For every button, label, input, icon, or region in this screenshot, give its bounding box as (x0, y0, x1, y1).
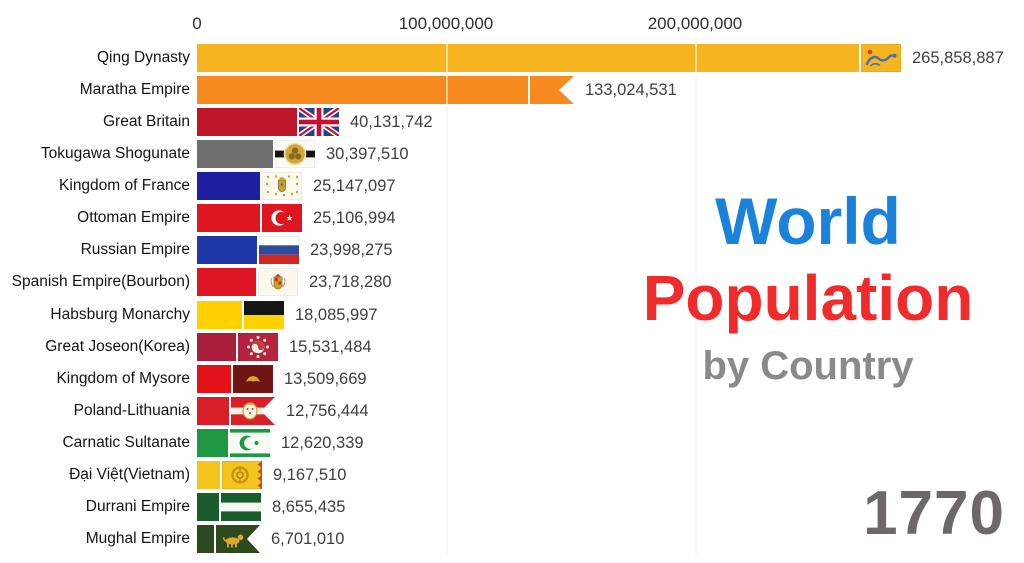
chart-title: World Population by Country (592, 182, 1024, 392)
bar-row: Đại Việt(Vietnam) 9,167,510 (0, 460, 1024, 489)
country-label: Great Britain (102, 113, 190, 131)
title-by-country: by Country (702, 344, 914, 388)
population-value-label: 23,718,280 (309, 273, 392, 292)
axis-tick-label: 200,000,000 (647, 14, 743, 33)
country-label: Maratha Empire (79, 81, 190, 99)
tokugawa-mon-flag-icon (275, 140, 315, 169)
title-word-world: World (715, 184, 901, 258)
population-bar (197, 140, 273, 169)
country-label: Mughal Empire (85, 530, 190, 548)
population-bar (197, 364, 231, 393)
bar-row: Ottoman Empire 25,106,994 (0, 204, 1024, 233)
country-label: Durrani Empire (85, 497, 190, 515)
population-bar (197, 300, 242, 329)
bar-row: Durrani Empire 8,655,435 (0, 492, 1024, 521)
bar-row: Carnatic Sultanate 12,620,339 (0, 428, 1024, 457)
bar-row: Maratha Empire 133,024,531 (0, 76, 1024, 105)
population-value-label: 15,531,484 (289, 337, 372, 356)
population-bar (197, 236, 257, 265)
population-value-label: 9,167,510 (273, 465, 347, 484)
carnatic-crescent-flag-icon (230, 428, 270, 457)
population-value-label: 12,620,339 (281, 433, 364, 452)
bar-row: Spanish Empire(Bourbon) 23,718,280 (0, 268, 1024, 297)
ottoman-crescent-flag-icon (262, 204, 302, 233)
bar-row: Kingdom of Mysore 13,509,669 (0, 364, 1024, 393)
population-bar (197, 332, 236, 361)
population-bar (197, 204, 260, 233)
population-bar (197, 268, 256, 297)
country-label: Ottoman Empire (77, 209, 190, 227)
joseon-emblem-flag-icon (238, 332, 278, 361)
country-label: Kingdom of Mysore (56, 369, 190, 387)
france-royal-flag-icon (262, 172, 302, 201)
year-label: 1770 (863, 479, 1005, 548)
population-value-label: 6,701,010 (271, 530, 345, 549)
population-bar (197, 44, 859, 72)
russia-tricolor-flag-icon (259, 236, 299, 265)
population-value-label: 25,106,994 (313, 209, 396, 228)
spain-bourbon-flag-icon (258, 268, 298, 297)
population-bar (197, 492, 219, 521)
bar-row: Habsburg Monarchy 18,085,997 (0, 300, 1024, 329)
country-label: Tokugawa Shogunate (40, 145, 190, 163)
country-label: Kingdom of France (59, 177, 190, 195)
bar-row: Tokugawa Shogunate 30,397,510 (0, 140, 1024, 169)
population-value-label: 30,397,510 (326, 145, 409, 164)
population-value-label: 133,024,531 (585, 81, 677, 100)
population-bar (197, 460, 220, 489)
population-bar (197, 396, 229, 425)
country-label: Đại Việt(Vietnam) (69, 465, 190, 483)
population-bar (197, 76, 528, 105)
bar-row: Russian Empire 23,998,275 (0, 236, 1024, 265)
mughal-lion-flag-icon (216, 525, 260, 554)
bar-row: Kingdom of France 25,147,097 (0, 172, 1024, 201)
population-value-label: 40,131,742 (350, 113, 433, 132)
bar-row: Great Britain 40,131,742 (0, 108, 1024, 137)
country-label: Great Joseon(Korea) (45, 337, 190, 355)
mysore-emblem-flag-icon (233, 364, 273, 393)
qing-dragon-flag-icon (861, 44, 901, 72)
population-value-label: 18,085,997 (295, 305, 378, 324)
population-value-label: 265,858,887 (912, 49, 1004, 67)
union-jack-flag-icon (299, 108, 339, 137)
maratha-pennant-flag-icon (530, 76, 574, 105)
population-value-label: 13,509,669 (284, 369, 367, 388)
durrani-stripes-flag-icon (221, 492, 261, 521)
habsburg-bicolor-flag-icon (244, 300, 284, 329)
population-value-label: 12,756,444 (286, 401, 369, 420)
population-bar (197, 108, 297, 137)
gridline-overlay (446, 38, 448, 555)
population-value-label: 25,147,097 (313, 177, 396, 196)
bar-row: Mughal Empire 6,701,010 (0, 525, 1024, 554)
title-word-population: Population (642, 262, 974, 334)
country-label: Russian Empire (80, 241, 190, 259)
bar-row: Qing Dynasty 265,858,887 (0, 44, 1024, 72)
bar-row: Great Joseon(Korea) 15,531,484 (0, 332, 1024, 361)
country-label: Spanish Empire(Bourbon) (11, 273, 190, 291)
country-label: Poland-Lithuania (73, 401, 190, 419)
bar-row: Poland-Lithuania 12,756,444 (0, 396, 1024, 425)
population-value-label: 23,998,275 (310, 241, 393, 260)
population-bar (197, 172, 260, 201)
axis-tick-label: 0 (192, 14, 202, 33)
population-bar (197, 428, 228, 457)
axis-tick-label: 100,000,000 (398, 14, 494, 33)
country-label: Qing Dynasty (96, 49, 190, 66)
country-label: Habsburg Monarchy (50, 305, 190, 323)
country-label: Carnatic Sultanate (62, 433, 190, 451)
population-value-label: 8,655,435 (272, 497, 346, 516)
dai-viet-emblem-flag-icon (222, 460, 262, 489)
poland-lithuania-banner-flag-icon (231, 396, 275, 425)
gridline-overlay (695, 38, 697, 555)
population-bar (197, 525, 214, 554)
